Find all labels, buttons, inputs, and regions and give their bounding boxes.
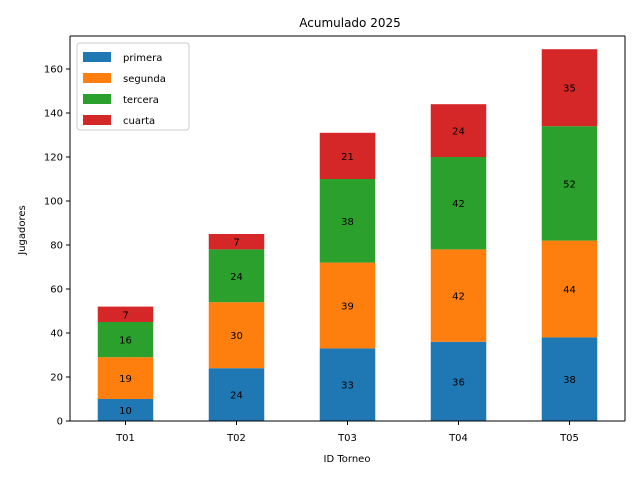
x-axis: T01 T02 T03 T04 T05 xyxy=(115,421,579,444)
data-label-primera-T05: 38 xyxy=(563,375,576,386)
y-axis: 0 20 40 60 80 100 120 140 160 xyxy=(44,65,70,428)
bar-segment-tercera-T01 xyxy=(97,322,154,358)
data-label-tercera-T04: 42 xyxy=(452,199,465,210)
legend-swatch-cuarta xyxy=(83,115,111,125)
bar-segment-tercera-T04 xyxy=(430,157,487,250)
bar-segment-cuarta-T01 xyxy=(97,306,154,322)
data-label-tercera-T03: 38 xyxy=(341,217,354,228)
data-label-primera-T02: 24 xyxy=(230,391,243,402)
x-tick-label-T02: T02 xyxy=(226,433,246,444)
y-tick-label-60: 60 xyxy=(50,285,63,296)
bar-segment-segunda-T02 xyxy=(208,302,265,369)
bar-segment-segunda-T04 xyxy=(430,249,487,342)
legend-swatch-segunda xyxy=(83,73,111,83)
bar-segment-primera-T05 xyxy=(541,337,598,421)
y-tick-label-0: 0 xyxy=(57,417,63,428)
data-label-cuarta-T04: 24 xyxy=(452,127,465,138)
legend-box xyxy=(76,42,190,131)
x-tick-label-T04: T04 xyxy=(448,433,468,444)
bar-segment-cuarta-T03 xyxy=(319,132,376,179)
legend: primera segunda tercera cuarta xyxy=(76,42,190,131)
legend-label-tercera: tercera xyxy=(123,95,159,106)
data-label-primera-T01: 10 xyxy=(119,406,132,417)
y-tick-label-160: 160 xyxy=(44,65,63,76)
legend-swatch-primera xyxy=(83,52,111,62)
data-label-segunda-T01: 19 xyxy=(119,374,132,385)
plot-area: 10 19 16 7 24 30 24 7 33 39 38 21 36 42 42 24 38 44 52 35 xyxy=(69,35,626,422)
data-label-segunda-T05: 44 xyxy=(563,285,576,296)
data-label-cuarta-T05: 35 xyxy=(563,84,576,95)
data-label-primera-T04: 36 xyxy=(452,377,465,388)
x-axis-label: ID Torneo xyxy=(324,454,371,465)
x-tick-label-T05: T05 xyxy=(559,433,579,444)
bar-segment-primera-T03 xyxy=(319,348,376,421)
bar-segment-segunda-T01 xyxy=(97,357,154,399)
data-label-primera-T03: 33 xyxy=(341,381,354,392)
bar-segment-cuarta-T05 xyxy=(541,49,598,127)
bar-segment-primera-T02 xyxy=(208,368,265,421)
y-tick-label-80: 80 xyxy=(50,241,63,252)
y-tick-label-20: 20 xyxy=(50,373,63,384)
bar-segment-segunda-T03 xyxy=(319,262,376,349)
y-tick-label-120: 120 xyxy=(44,153,63,164)
bar-segment-primera-T01 xyxy=(97,399,154,421)
data-label-tercera-T01: 16 xyxy=(119,336,132,347)
data-label-segunda-T02: 30 xyxy=(230,331,243,342)
y-axis-label: Jugadores xyxy=(17,205,28,255)
data-label-tercera-T02: 24 xyxy=(230,272,243,283)
y-tick-label-140: 140 xyxy=(44,109,63,120)
data-label-cuarta-T03: 21 xyxy=(341,152,354,163)
x-tick-label-T03: T03 xyxy=(337,433,357,444)
bar-segment-tercera-T03 xyxy=(319,179,376,263)
data-label-tercera-T05: 52 xyxy=(563,179,576,190)
bar-segment-segunda-T05 xyxy=(541,240,598,338)
legend-label-cuarta: cuarta xyxy=(123,116,155,127)
y-tick-label-100: 100 xyxy=(44,197,63,208)
bar-segment-tercera-T05 xyxy=(541,126,598,241)
legend-swatch-tercera xyxy=(83,94,111,104)
y-tick-label-40: 40 xyxy=(50,329,63,340)
data-label-cuarta-T01: 7 xyxy=(122,310,128,321)
chart-title: Acumulado 2025 xyxy=(299,16,401,30)
bar-segment-primera-T04 xyxy=(430,341,487,421)
bar-segment-cuarta-T04 xyxy=(430,104,487,157)
legend-label-primera: primera xyxy=(123,53,162,64)
data-label-cuarta-T02: 7 xyxy=(233,238,239,249)
data-label-segunda-T04: 42 xyxy=(452,292,465,303)
bar-segment-tercera-T02 xyxy=(208,249,265,303)
bar-segment-cuarta-T02 xyxy=(208,234,265,250)
x-tick-label-T01: T01 xyxy=(115,433,135,444)
data-label-segunda-T03: 39 xyxy=(341,302,354,313)
legend-label-segunda: segunda xyxy=(123,74,166,85)
